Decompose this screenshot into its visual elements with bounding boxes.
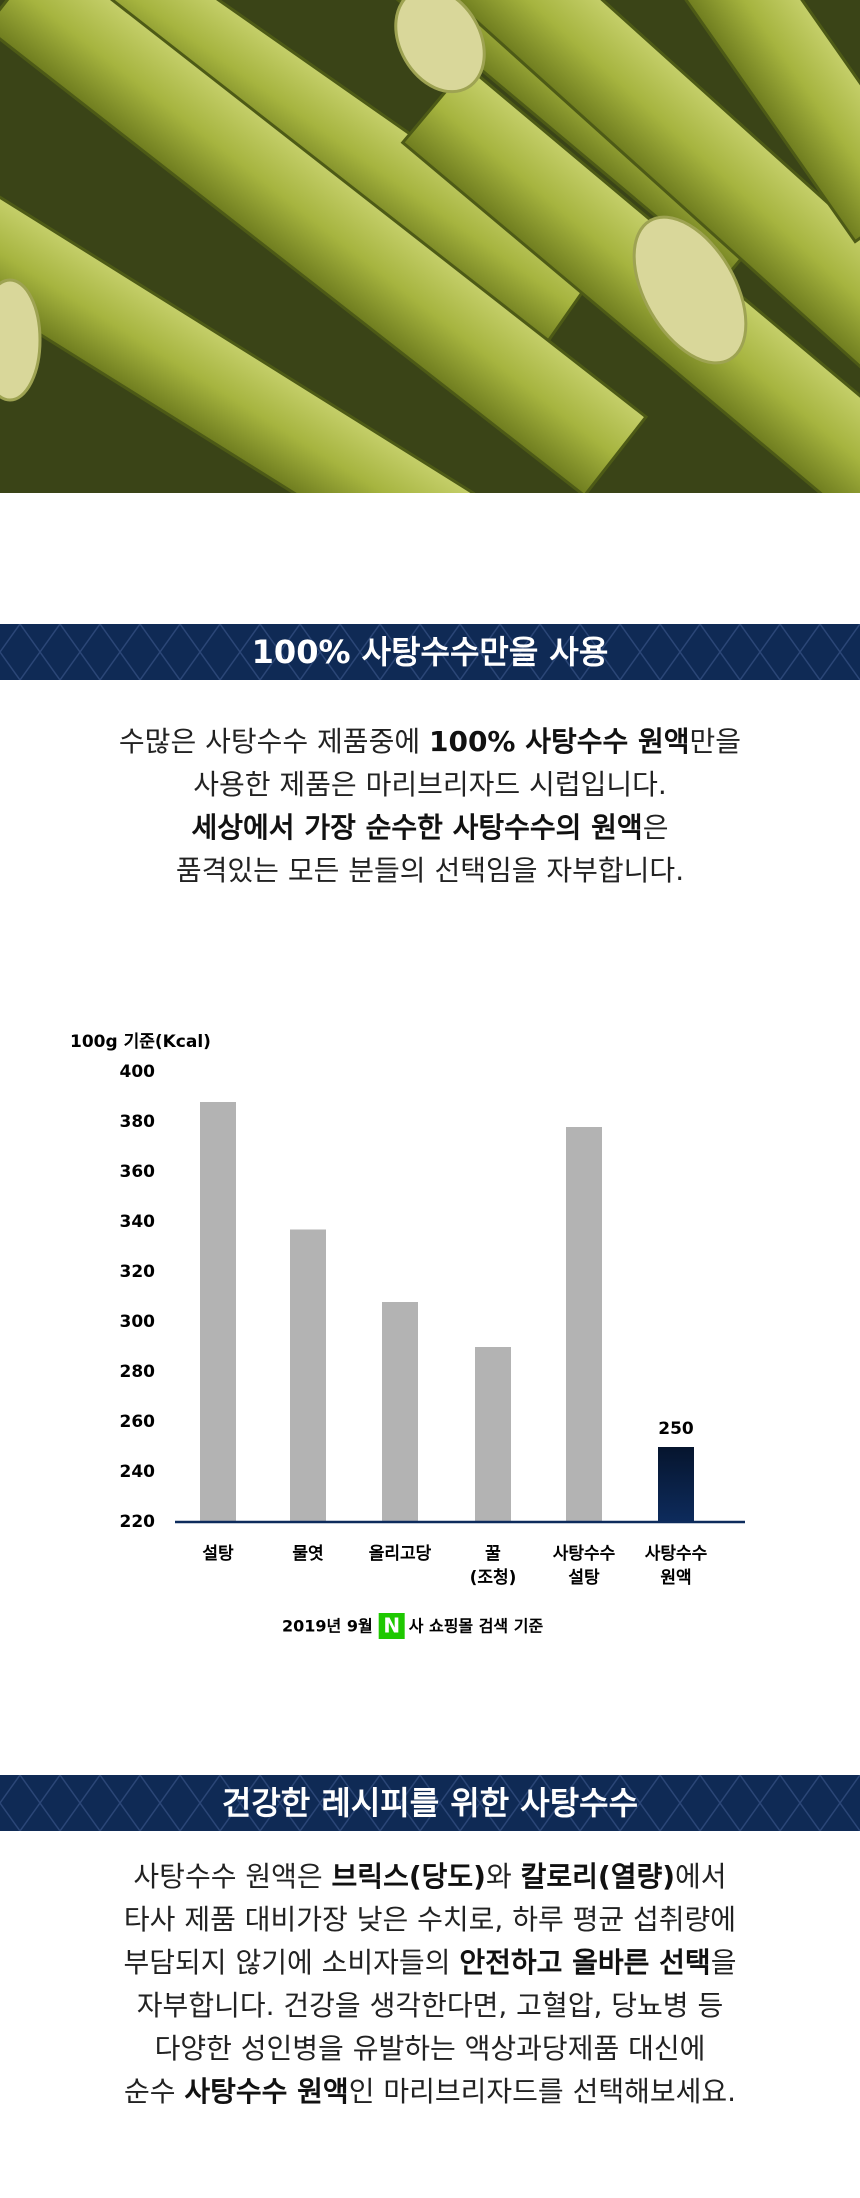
x-tick-label: 물엿 — [292, 1544, 323, 1564]
text-segment: 은 — [642, 811, 669, 844]
text-line: 세상에서 가장 순수한 사탕수수의 원액은 — [0, 806, 860, 849]
y-axis-label: 100g 기준(Kcal) — [70, 1032, 211, 1052]
x-tick-label: 사탕수수 — [553, 1544, 616, 1564]
banner: 건강한 레시피를 위한 사탕수수 — [0, 1775, 860, 1831]
banner-title: 건강한 레시피를 위한 사탕수수 — [221, 1784, 639, 1822]
text-segment: 만을 — [689, 725, 742, 758]
text-segment: 안전하고 올바른 선택 — [459, 1946, 711, 1979]
text-segment: 브릭스(당도) — [331, 1860, 486, 1893]
text-segment: 을 — [710, 1946, 737, 1979]
x-tick-label: 설탕 — [568, 1568, 600, 1588]
bar — [382, 1302, 418, 1522]
text-line: 타사 제품 대비가장 낮은 수치로, 하루 평균 섭취량에 — [0, 1898, 860, 1941]
bar — [566, 1127, 602, 1522]
text-segment: 타사 제품 대비가장 낮은 수치로, 하루 평균 섭취량에 — [123, 1903, 737, 1936]
chart: 100g 기준(Kcal) 220 240 260 280 300 320 340 360 380… — [70, 1032, 745, 1639]
text-segment: 와 — [485, 1860, 521, 1893]
bar — [658, 1447, 694, 1522]
banner: 100% 사탕수수만을 사용 — [0, 624, 860, 680]
y-tick-label: 220 — [120, 1512, 156, 1532]
sugarcane-photo — [0, 0, 860, 493]
text-segment: 사탕수수 원액 — [184, 2075, 349, 2108]
text-segment: 인 마리브리자드를 선택해보세요. — [348, 2075, 737, 2108]
text-segment: 부담되지 않기에 소비자들의 — [123, 1946, 460, 1979]
text-line: 수많은 사탕수수 제품중에 100% 사탕수수 원액만을 — [0, 720, 860, 763]
text-segment: 자부합니다. 건강을 생각한다면, 고혈압, 당뇨병 등 — [136, 1989, 724, 2022]
text-line: 부담되지 않기에 소비자들의 안전하고 올바른 선택을 — [0, 1941, 860, 1984]
text-segment: 100% 사탕수수 원액 — [428, 725, 690, 758]
y-tick-label: 400 — [120, 1062, 156, 1082]
x-tick-label: 사탕수수 — [645, 1544, 708, 1564]
bar — [290, 1229, 326, 1522]
y-tick-label: 260 — [120, 1412, 156, 1432]
source-text: N — [383, 1614, 400, 1638]
text-segment: 사탕수수 원액은 — [133, 1860, 332, 1893]
text-segment: 다양한 성인병을 유발하는 액상과당제품 대신에 — [154, 2032, 706, 2065]
value-label: 250 — [658, 1419, 694, 1439]
x-tick-label: (조청) — [470, 1567, 517, 1588]
y-tick-label: 380 — [120, 1112, 156, 1132]
banner-title: 100% 사탕수수만을 사용 — [251, 633, 609, 671]
banner-pattern — [0, 624, 860, 680]
y-tick-label: 300 — [120, 1312, 156, 1332]
text-segment: 사용한 제품은 마리브리자드 시럽입니다. — [193, 768, 667, 801]
banner-pattern — [0, 1775, 860, 1831]
bar — [200, 1102, 236, 1522]
text-line: 다양한 성인병을 유발하는 액상과당제품 대신에 — [0, 2027, 860, 2070]
text-line: 품격있는 모든 분들의 선택임을 자부합니다. — [0, 849, 860, 892]
text-segment: 순수 — [123, 2075, 185, 2108]
y-tick-label: 360 — [120, 1162, 156, 1182]
text-segment: 칼로리(열량) — [520, 1860, 676, 1893]
x-tick-label: 원액 — [660, 1568, 691, 1588]
x-tick-label: 설탕 — [202, 1544, 234, 1564]
source-text: 사 쇼핑몰 검색 기준 — [409, 1617, 544, 1636]
y-tick-label: 320 — [120, 1262, 156, 1282]
y-tick-label: 240 — [120, 1462, 156, 1482]
text-line: 사탕수수 원액은 브릭스(당도)와 칼로리(열량)에서 — [0, 1855, 860, 1898]
text-line: 사용한 제품은 마리브리자드 시럽입니다. — [0, 763, 860, 806]
text-line: 자부합니다. 건강을 생각한다면, 고혈압, 당뇨병 등 — [0, 1984, 860, 2027]
text-segment: 품격있는 모든 분들의 선택임을 자부합니다. — [175, 854, 685, 887]
n-icon — [378, 1613, 405, 1639]
text-segment: 에서 — [675, 1860, 727, 1893]
x-tick-label: 올리고당 — [369, 1544, 432, 1564]
y-tick-label: 340 — [120, 1212, 156, 1232]
text-segment: 세상에서 가장 순수한 사탕수수의 원액 — [191, 811, 643, 844]
source-text: 2019년 9월 — [282, 1617, 373, 1636]
y-tick-label: 280 — [120, 1362, 156, 1382]
bar — [475, 1347, 511, 1522]
text-line: 순수 사탕수수 원액인 마리브리자드를 선택해보세요. — [0, 2070, 860, 2113]
text-segment: 수많은 사탕수수 제품중에 — [118, 725, 429, 758]
x-tick-label: 꿀 — [485, 1544, 501, 1564]
